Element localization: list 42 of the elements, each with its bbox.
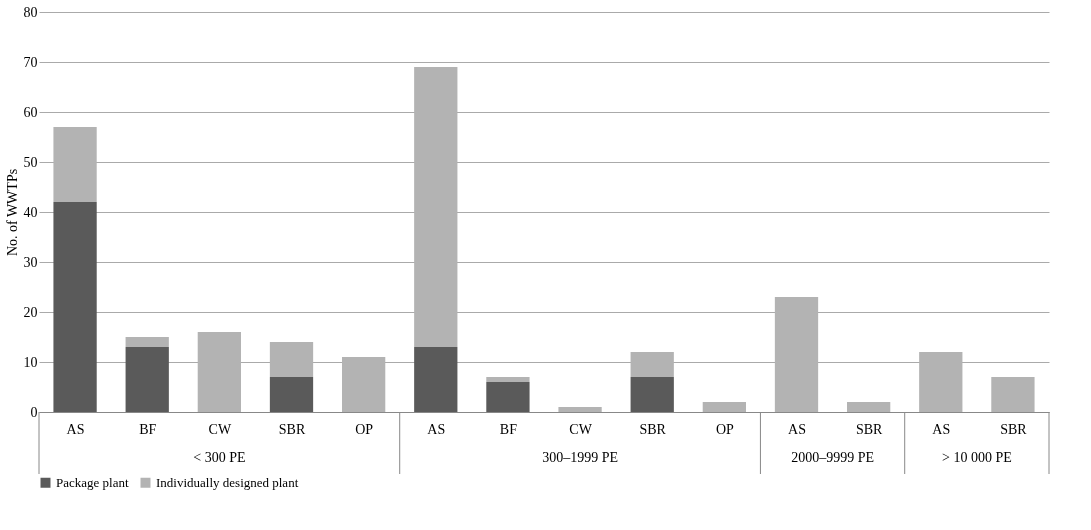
x-tick-label: OP	[715, 421, 735, 437]
bar	[125, 337, 169, 347]
y-tick-label: 20	[23, 304, 38, 320]
text: 2000–9999 PE	[791, 450, 874, 465]
legend-label: Package plant	[56, 474, 129, 490]
x-tick-label: AS	[788, 421, 806, 437]
x-tick-label: AS	[932, 421, 951, 437]
x-tick-label: SBR	[639, 421, 667, 437]
x-tick-label: CW	[208, 421, 232, 437]
text: < 300 PE	[193, 450, 246, 465]
y-tick-label: 30	[23, 254, 38, 270]
x-tick-label: AS	[427, 421, 446, 437]
y-tick-label: 80	[23, 4, 38, 20]
y-tick-label: 40	[23, 204, 38, 220]
text: > 10 000 PE	[941, 450, 1012, 465]
y-axis-title: No. of WWTPs	[4, 168, 20, 257]
bar	[630, 377, 674, 412]
x-tick-label: SBR	[855, 421, 884, 437]
bar	[53, 202, 97, 412]
y-tick-label: 10	[23, 354, 38, 370]
x-tick-label: OP	[355, 421, 374, 437]
x-tick-label: SBR	[1000, 421, 1028, 437]
bar	[414, 347, 458, 412]
y-tick-label: 60	[23, 104, 38, 120]
y-tick-label: 50	[23, 154, 38, 170]
x-tick-label: BF	[139, 421, 157, 437]
x-tick-label: AS	[66, 421, 85, 437]
bar	[486, 382, 530, 412]
bar	[486, 377, 530, 382]
y-tick-label: 0	[30, 404, 38, 420]
legend-label: Individually designed plant	[156, 474, 299, 490]
text: 300–1999 PE	[542, 450, 618, 465]
bar	[125, 347, 169, 412]
bar	[269, 377, 314, 412]
x-tick-label: BF	[499, 421, 518, 437]
bar	[702, 402, 746, 412]
bar	[558, 407, 602, 412]
bar	[847, 402, 891, 412]
x-tick-label: CW	[569, 421, 593, 437]
bar	[991, 377, 1035, 412]
x-tick-label: SBR	[278, 421, 306, 437]
y-tick-label: 70	[23, 54, 38, 70]
